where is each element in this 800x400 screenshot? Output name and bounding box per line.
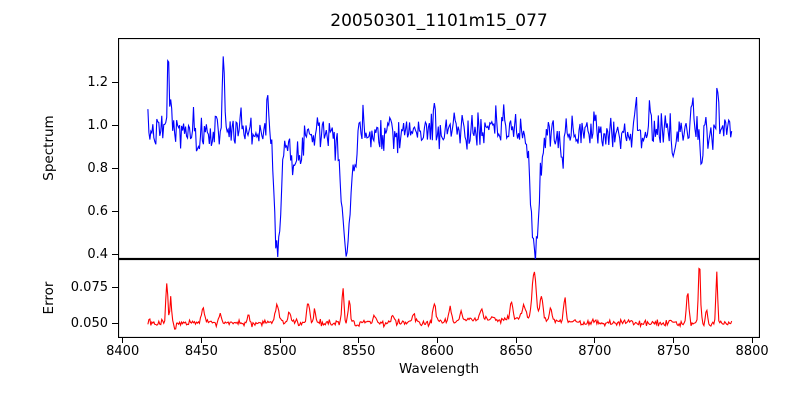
x-tick-label: 8700: [578, 344, 612, 359]
x-tick-label: 8500: [263, 344, 297, 359]
x-tick-mark: [673, 338, 674, 343]
error-y-axis-label: Error: [41, 281, 57, 315]
error-line: [147, 267, 733, 330]
x-tick-mark: [200, 338, 202, 343]
error-y-tick-mark: [112, 323, 118, 325]
x-tick-mark: [279, 338, 281, 343]
x-tick-label: 8650: [499, 344, 533, 359]
chart-title: 20050301_1101m15_077: [330, 11, 548, 31]
spectrum-line: [147, 56, 733, 259]
spectrum-y-tick-label: 1.2: [87, 74, 108, 90]
x-axis-label: Wavelength: [398, 361, 480, 377]
spectrum-y-tick-label: 0.4: [87, 247, 108, 263]
x-tick-mark: [122, 338, 124, 343]
spectrum-y-tick-mark: [112, 81, 118, 83]
error-frame: [118, 259, 760, 338]
spectrum-y-tick-mark: [112, 211, 118, 213]
spectrum-y-axis-label: Spectrum: [41, 115, 57, 181]
x-tick-label: 8750: [656, 344, 691, 359]
x-tick-mark: [594, 338, 596, 343]
error-plot-area: [118, 259, 760, 338]
spectrum-y-tick-mark: [112, 124, 118, 126]
x-tick-label: 8400: [106, 344, 140, 359]
x-tick-label: 8800: [735, 344, 769, 359]
x-tick-mark: [515, 338, 517, 343]
spectrum-y-tick-mark: [112, 168, 118, 169]
spectrum-y-tick-mark: [112, 254, 118, 256]
error-y-tick-label: 0.050: [70, 316, 108, 332]
spectrum-plot-area: [118, 38, 760, 259]
error-y-tick-mark: [112, 286, 118, 288]
spectrum-y-tick-label: 0.6: [87, 204, 108, 220]
x-tick-label: 8450: [184, 344, 218, 359]
x-tick-label: 8550: [342, 344, 376, 359]
spectrum-frame: [118, 38, 760, 259]
x-tick-label: 8600: [420, 344, 454, 359]
spectrum-y-tick-label: 1.0: [87, 117, 108, 133]
x-tick-mark: [358, 338, 360, 343]
x-tick-mark: [751, 338, 753, 343]
x-tick-mark: [436, 338, 438, 343]
spectrum-y-tick-label: 0.8: [87, 161, 108, 176]
error-y-tick-label: 0.075: [70, 279, 108, 295]
